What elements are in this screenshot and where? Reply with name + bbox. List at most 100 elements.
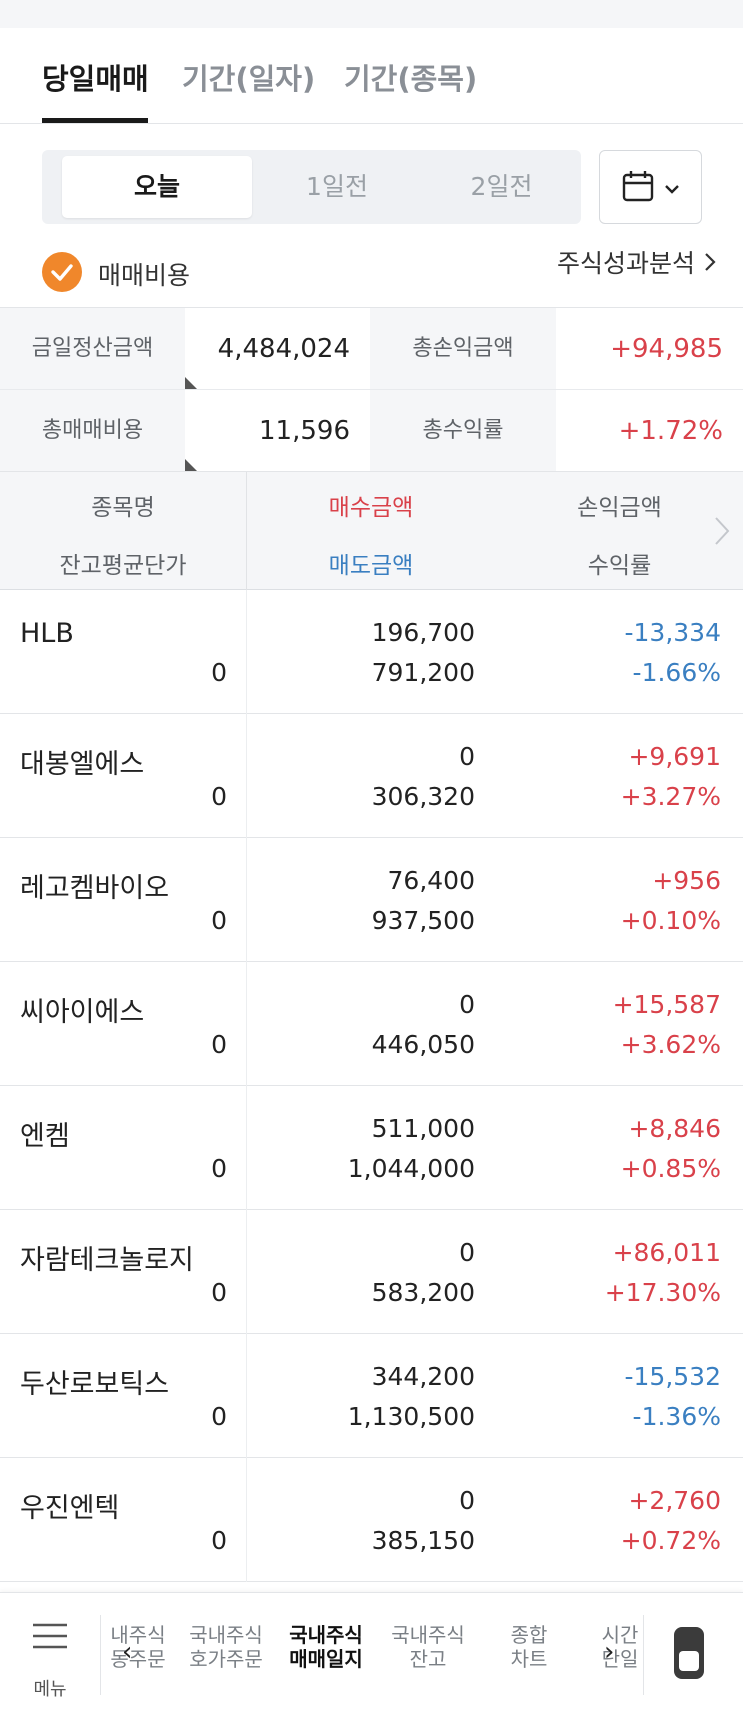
phone-icon[interactable] [674,1627,704,1679]
avg-price: 0 [211,782,227,811]
nav-item-quote-order[interactable]: 국내주식 호가주문 [178,1623,274,1671]
avg-price: 0 [211,1402,227,1431]
stock-name: 두산로보틱스 [20,1369,170,1400]
day-option-today[interactable]: 오늘 [62,156,252,218]
nav-item-line2: 잔고 [409,1647,447,1671]
calendar-button[interactable] [599,150,702,224]
day-selector: 오늘 1일전 2일전 [42,150,581,224]
tab-period-by-stock[interactable]: 기간(종목) [344,62,478,96]
calendar-icon [622,171,679,202]
return-rate: +17.30% [604,1278,721,1307]
buy-amount: 0 [459,990,475,1019]
nav-item-time-single[interactable]: 시간 단일 [572,1623,668,1671]
nav-item-line1: 국내주식 [289,1623,363,1647]
buy-amount: 511,000 [371,1114,475,1143]
check-icon [51,264,73,281]
status-strip [0,0,743,28]
scroll-left-arrow[interactable]: ‹ [122,1637,133,1667]
main-tabs: 당일매매 기간(일자) 기간(종목) [0,28,743,124]
settlement-value: 4,484,024 [185,308,370,390]
sell-amount: 446,050 [371,1030,475,1059]
corner-marker [185,459,197,471]
sell-amount: 1,044,000 [347,1154,475,1183]
buy-amount: 0 [459,1238,475,1267]
settlement-label: 금일정산금액 [0,308,185,390]
table-row[interactable]: 두산로보틱스 0 344,200 1,130,500 -15,532 -1.36% [0,1334,743,1458]
tab-today-trades[interactable]: 당일매매 [42,62,149,96]
row-divider [246,714,247,838]
stock-performance-analysis-link[interactable]: 주식성과분석 [557,244,717,280]
summary-grid: 금일정산금액 4,484,024 총손익금액 +94,985 총매매비용 11,… [0,307,743,472]
active-tab-indicator [42,118,148,124]
total-pl-label: 총손익금액 [370,308,556,390]
table-row[interactable]: HLB 0 196,700 791,200 -13,334 -1.66% [0,590,743,714]
stock-name: 자람테크놀로지 [20,1245,194,1276]
stock-name: 우진엔텍 [20,1493,120,1524]
avg-price: 0 [211,658,227,687]
total-fee-label: 총매매비용 [0,390,185,472]
buy-amount: 0 [459,1486,475,1515]
sell-amount: 385,150 [371,1526,475,1555]
return-rate: +0.10% [620,906,721,935]
sell-amount: 583,200 [371,1278,475,1307]
nav-separator [100,1615,101,1695]
return-rate: -1.36% [632,1402,721,1431]
table-row[interactable]: 우진엔텍 0 0 385,150 +2,760 +0.72% [0,1458,743,1582]
corner-marker [185,377,197,389]
nav-item-trading-journal[interactable]: 국내주식 매매일지 [278,1623,374,1671]
total-rate-label: 총수익률 [370,390,556,472]
settlement-value-text: 4,484,024 [217,334,350,364]
menu-button[interactable]: 메뉴 [20,1611,80,1701]
sell-amount: 937,500 [371,906,475,935]
avg-price: 0 [211,1526,227,1555]
nav-item-stock-quick-order[interactable]: 내주식 동주문 [90,1623,186,1671]
table-row[interactable]: 레고켐바이오 0 76,400 937,500 +956 +0.10% [0,838,743,962]
header-rate: 수익률 [587,553,652,579]
fee-checkbox[interactable] [42,252,82,292]
row-divider [246,1210,247,1334]
chevron-down-icon [665,185,679,194]
total-pl-value: +94,985 [556,308,743,390]
row-divider [246,838,247,962]
stock-name: 엔켐 [20,1121,70,1152]
pl-amount: -15,532 [624,1362,722,1391]
fee-toggle-row: 매매비용 주식성과분석 [0,244,743,306]
table-row[interactable]: 씨아이에스 0 0 446,050 +15,587 +3.62% [0,962,743,1086]
nav-item-line1: 내주식 [110,1623,166,1647]
trade-table-body: HLB 0 196,700 791,200 -13,334 -1.66% 대봉엘에스 0 0 30… [0,590,743,1582]
table-row[interactable]: 자람테크놀로지 0 0 583,200 +86,011 +17.30% [0,1210,743,1334]
header-divider [246,472,247,591]
nav-item-line2: 매매일지 [289,1647,363,1671]
header-buy-amount: 매수금액 [328,495,414,521]
sell-amount: 306,320 [371,782,475,811]
avg-price: 0 [211,1154,227,1183]
pl-amount: +8,846 [628,1114,721,1143]
table-row[interactable]: 대봉엘에스 0 0 306,320 +9,691 +3.27% [0,714,743,838]
pl-amount: +15,587 [612,990,721,1019]
stock-name: HLB [20,618,74,649]
nav-separator [643,1615,644,1695]
nav-item-chart[interactable]: 종합 차트 [481,1623,577,1671]
header-avg-price: 잔고평균단가 [59,553,187,579]
nav-item-balance[interactable]: 국내주식 잔고 [380,1623,476,1671]
buy-amount: 196,700 [371,618,475,647]
stock-name: 레고켐바이오 [20,873,170,904]
header-sell-amount: 매도금액 [328,553,414,579]
row-divider [246,590,247,714]
buy-amount: 76,400 [387,866,475,895]
stock-name: 씨아이에스 [20,997,145,1028]
sell-amount: 791,200 [371,658,475,687]
scroll-right-arrow[interactable]: › [604,1637,615,1667]
header-pl-amount: 손익금액 [577,495,662,521]
day-option-2-days-ago[interactable]: 2일전 [470,172,533,201]
chevron-right-icon[interactable] [712,514,732,548]
hamburger-menu-icon [33,1623,67,1649]
pl-amount: -13,334 [624,618,722,647]
tab-period-by-date[interactable]: 기간(일자) [182,62,316,96]
buy-amount: 344,200 [371,1362,475,1391]
day-option-1-day-ago[interactable]: 1일전 [306,172,368,201]
return-rate: -1.66% [632,658,721,687]
fee-label[interactable]: 매매비용 [98,261,191,290]
row-divider [246,1458,247,1582]
table-row[interactable]: 엔켐 0 511,000 1,044,000 +8,846 +0.85% [0,1086,743,1210]
